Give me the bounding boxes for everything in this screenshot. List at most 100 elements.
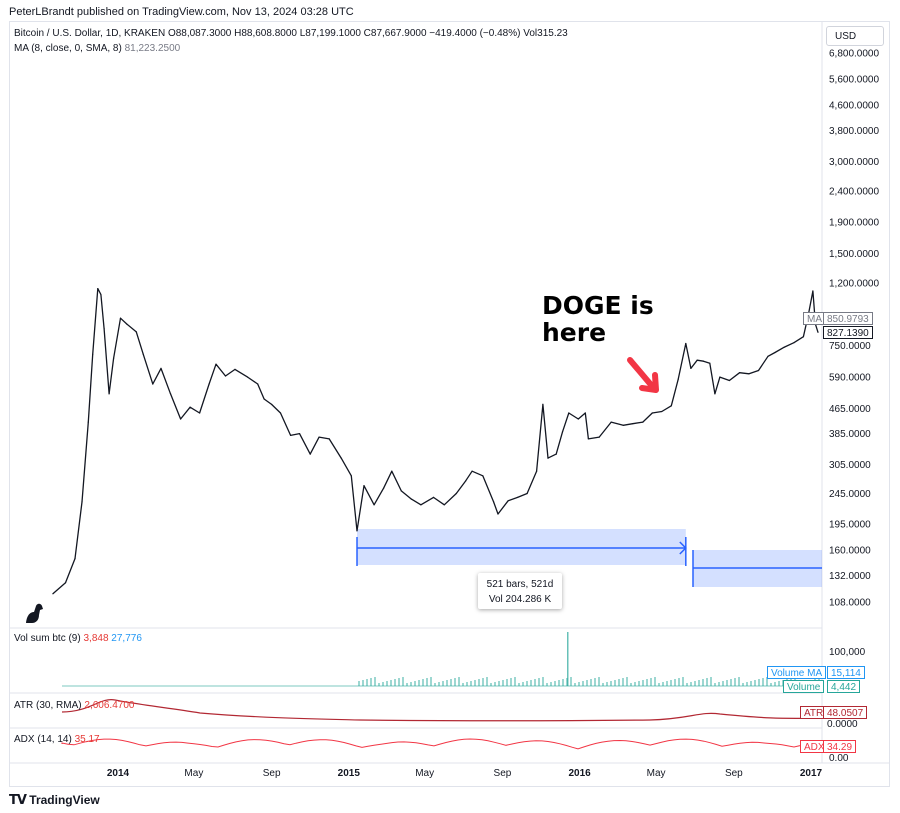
price-point-36 — [350, 475, 352, 477]
close-price-tag: 827.1390 — [823, 326, 873, 339]
volume-bar — [462, 683, 464, 686]
volume-bar — [514, 677, 516, 686]
price-point-69 — [642, 421, 644, 423]
volume-bar — [730, 679, 732, 686]
volume-bar — [670, 680, 672, 686]
volume-bar — [438, 682, 440, 686]
price-point-0 — [52, 593, 54, 595]
measure-tooltip: 521 bars, 521d Vol 204.286 K — [478, 573, 562, 609]
atr-legend-label: ATR (30, RMA) — [14, 700, 82, 711]
price-point-61 — [568, 412, 570, 414]
currency-button[interactable]: USD — [826, 26, 884, 46]
price-point-50 — [482, 475, 484, 477]
volume-bar — [366, 679, 368, 686]
volume-bar — [738, 677, 740, 686]
adx-legend-value: 35.17 — [74, 734, 100, 745]
volume-bar — [406, 683, 408, 686]
volume-bar — [722, 681, 724, 686]
adx-legend[interactable]: ADX (14, 14) 35.17 — [14, 734, 100, 745]
doge-annotation: DOGE is here — [542, 291, 654, 347]
price-point-6 — [97, 288, 99, 290]
y-tick-12: 385.0000 — [829, 429, 871, 440]
volume-bar — [614, 680, 616, 686]
volume-bar — [594, 678, 596, 686]
volume-bar — [634, 682, 636, 686]
x-tick-5: Sep — [494, 768, 512, 779]
x-tick-1: May — [184, 768, 203, 779]
measure-box — [357, 529, 686, 565]
volume-bar — [486, 677, 488, 686]
volume-bar — [618, 679, 620, 686]
volume-bar — [578, 682, 580, 686]
price-point-5 — [92, 353, 94, 355]
x-tick-6: 2016 — [568, 768, 591, 779]
x-tick-2: Sep — [263, 768, 281, 779]
volume-bar — [530, 680, 532, 686]
volume-bar — [374, 677, 376, 686]
volume-bar — [534, 679, 536, 686]
atr-tag-value: 48.0507 — [823, 706, 868, 719]
volume-bar — [522, 682, 524, 686]
measure-bars: 521 bars, 521d — [486, 579, 554, 590]
volume-bar — [702, 679, 704, 686]
price-point-49 — [471, 470, 473, 472]
volume-bar — [658, 683, 660, 686]
y-tick-5: 2,400.0000 — [829, 187, 879, 198]
price-point-7 — [100, 293, 102, 296]
price-point-16 — [160, 367, 162, 369]
volume-bar — [714, 683, 716, 686]
volume-bar — [742, 683, 744, 686]
volume-bar — [538, 678, 540, 686]
volume-ma-tag-value: 15,114 — [827, 666, 865, 679]
y-tick-3: 3,800.0000 — [829, 126, 879, 137]
y-tick-4: 3,000.0000 — [829, 157, 879, 168]
volume-bar — [454, 678, 456, 686]
chart-frame — [9, 21, 890, 787]
price-point-41 — [391, 470, 393, 472]
volume-bar — [390, 680, 392, 686]
ma-legend[interactable]: MA (8, close, 0, SMA, 8) 81,223.2500 — [14, 43, 180, 54]
volume-bar — [442, 681, 444, 686]
x-tick-4: May — [415, 768, 434, 779]
volume-bar — [694, 681, 696, 686]
price-point-2 — [74, 558, 76, 560]
volume-bar — [622, 678, 624, 686]
x-tick-0: 2014 — [107, 768, 130, 779]
tradingview-logo[interactable]: 𝗧𝗩 TradingView — [9, 792, 100, 808]
volume-bar — [638, 681, 640, 686]
volume-legend-value-a: 3,848 — [83, 633, 109, 644]
volume-bar — [770, 683, 772, 686]
price-point-67 — [622, 424, 624, 426]
y-tick-1: 5,600.0000 — [829, 74, 879, 85]
x-tick-9: 2017 — [800, 768, 823, 779]
price-point-68 — [632, 423, 634, 425]
y-tick-14: 245.0000 — [829, 489, 871, 500]
volume-bar — [626, 677, 628, 686]
price-point-91 — [812, 290, 814, 292]
volume-bar — [394, 679, 396, 686]
price-point-81 — [728, 379, 731, 382]
volume-bar — [582, 681, 584, 686]
measure-vol: Vol 204.286 K — [488, 594, 552, 605]
volume-bar — [474, 680, 476, 686]
price-point-11 — [119, 317, 122, 319]
price-point-76 — [696, 359, 698, 361]
price-point-9 — [108, 393, 110, 395]
volume-bar — [470, 681, 472, 686]
volume-bar — [686, 683, 688, 686]
atr-legend[interactable]: ATR (30, RMA) 2,606.4700 — [14, 700, 134, 711]
price-point-56 — [536, 470, 538, 472]
x-tick-3: 2015 — [338, 768, 361, 779]
price-point-28 — [271, 403, 273, 405]
volume-bar — [542, 677, 544, 686]
price-point-15 — [152, 383, 154, 385]
publisher-line: PeterLBrandt published on TradingView.co… — [9, 6, 354, 18]
volume-legend[interactable]: Vol sum btc (9) 3,848 27,776 — [14, 633, 142, 644]
volume-bar — [562, 679, 564, 686]
volume-bar — [758, 679, 760, 686]
symbol-legend[interactable]: Bitcoin / U.S. Dollar, 1D, KRAKEN O88,08… — [14, 28, 568, 39]
volume-bar — [630, 683, 632, 686]
adx-line — [61, 738, 819, 750]
price-series-line — [52, 287, 819, 595]
